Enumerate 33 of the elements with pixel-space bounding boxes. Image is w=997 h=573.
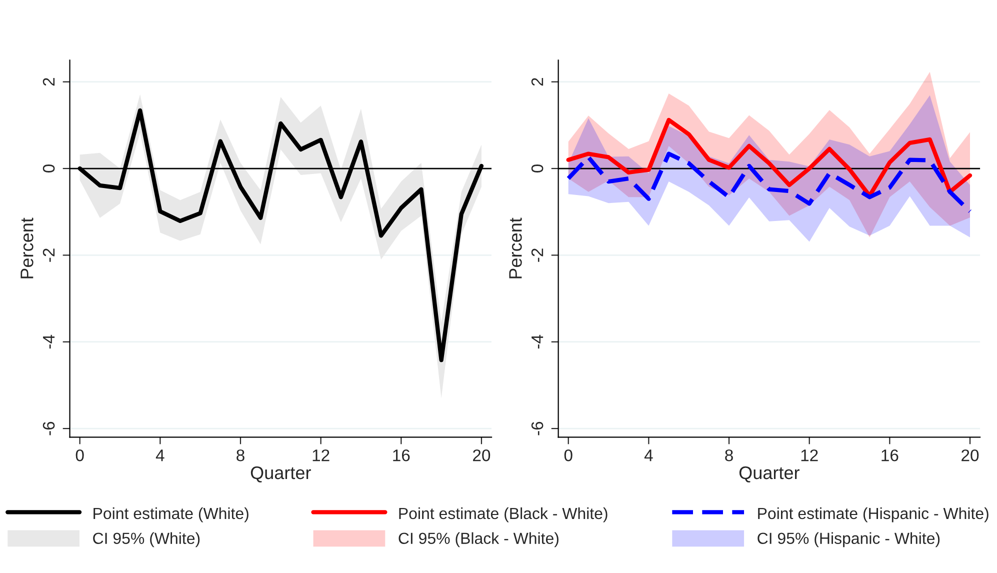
legend-label: Point estimate (White)	[94, 507, 248, 522]
x-tick-label: 8	[725, 449, 733, 462]
y-tick-label: -4	[532, 334, 544, 349]
y-tick-label: -2	[42, 248, 55, 262]
x-tick-label: 12	[801, 449, 818, 462]
x-tick-label: 16	[393, 449, 410, 462]
y-tick-label: -6	[531, 422, 544, 436]
x-tick-label: 12	[312, 449, 330, 462]
x-axis-title: Quarter	[250, 466, 311, 482]
y-tick-label: 0	[42, 164, 55, 172]
y-tick-label: 2	[42, 78, 55, 86]
text: CI 95% (White)	[93, 532, 200, 548]
x-tick-label: 4	[156, 450, 164, 462]
text: CI 95% (Hispanic - White)	[758, 532, 940, 548]
legend-label: Point estimate (Hispanic - White)	[758, 507, 988, 522]
legend-label: Point estimate (Black - White)	[399, 507, 608, 522]
x-tick-label: 0	[564, 449, 572, 462]
x-tick-label: 20	[962, 449, 979, 462]
y-tick-label: 2	[531, 78, 544, 86]
x-tick-label: 20	[473, 449, 490, 462]
y-tick-label: -4	[43, 334, 55, 349]
y-axis-title: Percent	[509, 218, 522, 278]
line-series	[566, 152, 972, 214]
y-tick-label: -6	[42, 422, 55, 436]
x-tick-label: 16	[882, 449, 898, 462]
x-tick-label: 0	[76, 449, 84, 462]
text: CI 95% (Black - White)	[398, 532, 558, 548]
y-tick-label: -2	[531, 248, 544, 262]
x-tick-label: 8	[236, 449, 244, 462]
y-tick-label: 0	[531, 164, 544, 172]
x-axis-title: Quarter	[739, 466, 800, 482]
y-axis-title: Percent	[20, 218, 34, 278]
x-tick-label: 4	[644, 450, 653, 462]
